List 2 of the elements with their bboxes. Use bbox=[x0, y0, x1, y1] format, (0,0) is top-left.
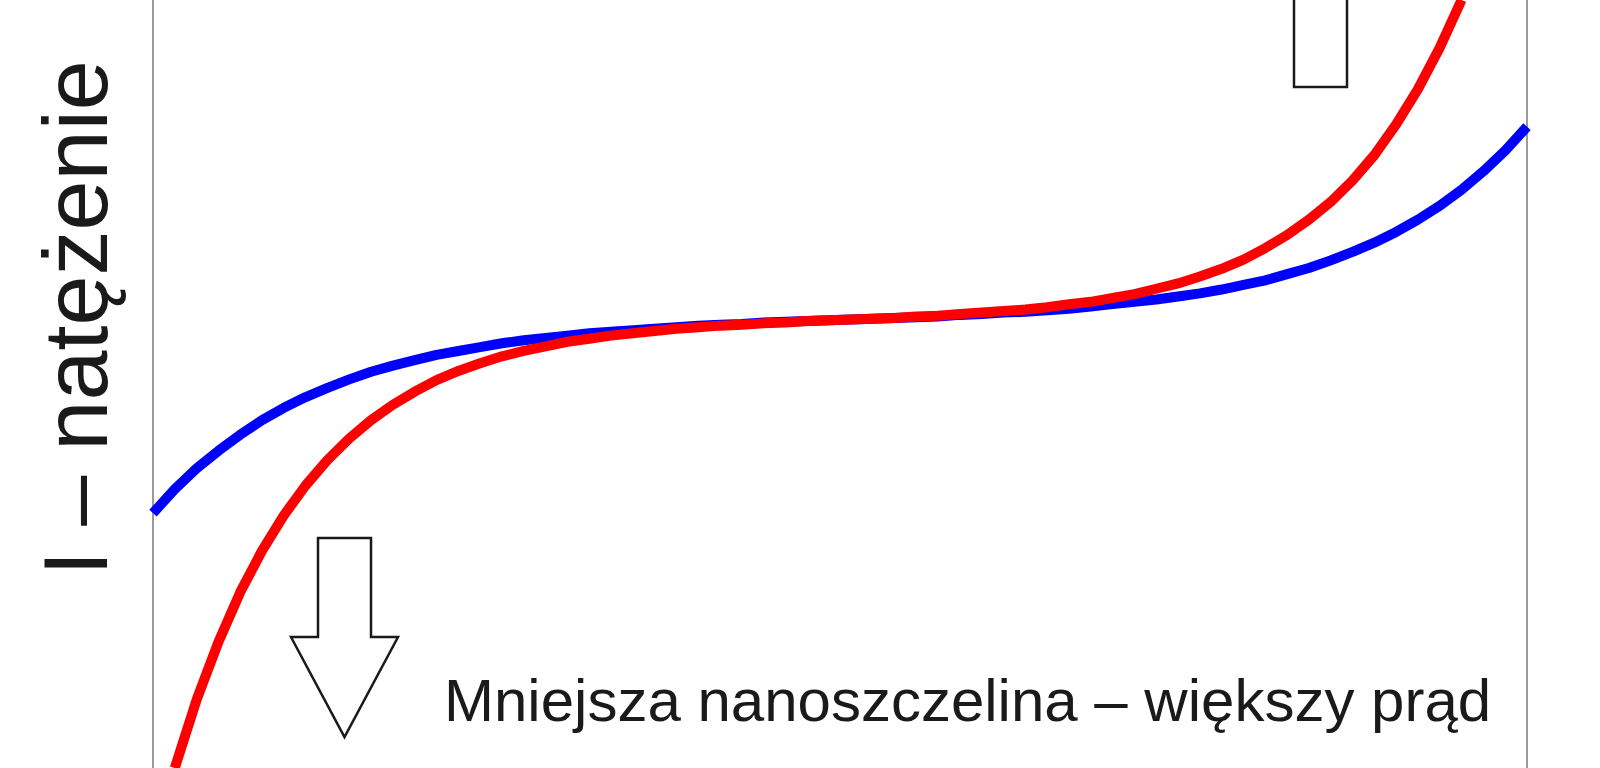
annotation: Mniejsza nanoszczelina – większy prąd bbox=[444, 667, 1492, 734]
y-axis-title: I – natężenie bbox=[26, 60, 126, 576]
